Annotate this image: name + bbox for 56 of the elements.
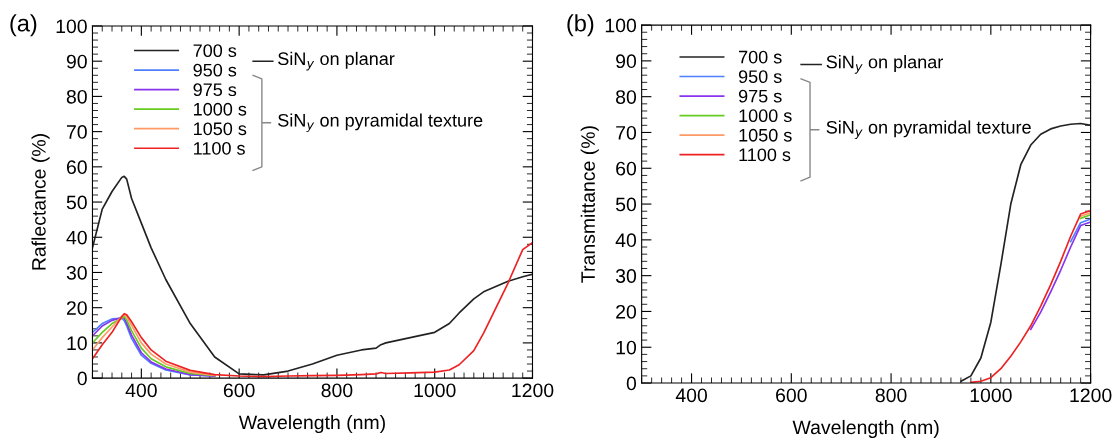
legend-label: 950 s	[738, 70, 782, 84]
legend-label: 975 s	[738, 89, 782, 103]
legend-label: 1050 s	[739, 128, 792, 142]
y-axis-title: Transmittance (%)	[580, 126, 599, 283]
y-tick-label: 10	[616, 340, 637, 355]
x-axis-title: Wavelength (nm)	[238, 414, 385, 434]
legend-label: 700 s	[193, 44, 237, 58]
x-tick-label: 1200	[512, 383, 554, 398]
y-tick-label: 20	[616, 304, 637, 319]
y-tick-label: 80	[616, 90, 637, 104]
y-tick-label: 50	[615, 197, 637, 212]
y-tick-label: 80	[66, 89, 87, 104]
x-tick-label: 600	[223, 383, 255, 398]
y-tick-label: 100	[56, 19, 87, 34]
y-tick-label: 90	[66, 54, 87, 69]
y-axis-title: Raflectance (%)	[31, 134, 50, 270]
y-tick-label: 90	[616, 54, 637, 69]
y-tick-label: 70	[616, 125, 637, 140]
annotation: SiN$_{y}$ on pyramidal texture	[826, 120, 1031, 140]
annotation: SiN$_{y}$ on planar	[826, 55, 943, 74]
y-tick-label: 40	[66, 230, 87, 245]
line-series	[1029, 221, 1091, 331]
y-tick-label: 100	[605, 18, 637, 33]
x-tick-label: 600	[776, 388, 807, 403]
y-tick-label: 10	[67, 336, 87, 351]
legend-label: 975 s	[193, 83, 237, 97]
legend-label: 1000 s	[739, 109, 792, 123]
y-tick-label: 20	[66, 301, 87, 315]
x-tick-label: 1000	[414, 383, 456, 398]
annotation: SiN$_{y}$ on planar	[278, 51, 395, 71]
legend-label: 950 s	[193, 63, 237, 77]
y-tick-label: 60	[616, 161, 637, 176]
text: (b)	[567, 14, 594, 37]
y-tick-label: 0	[77, 371, 87, 386]
y-tick-label: 40	[615, 233, 637, 248]
legend-label: 1100 s	[194, 141, 245, 155]
legend-label: 1100 s	[739, 148, 791, 162]
y-tick-label: 50	[66, 195, 87, 210]
y-tick-label: 60	[66, 160, 87, 175]
legend-label: 700 s	[739, 50, 782, 64]
annotation: SiN$_{y}$ on pyramidal texture	[278, 113, 483, 133]
x-tick-label: 400	[675, 388, 708, 403]
legend-label: 1000 s	[194, 102, 247, 116]
line-series	[970, 209, 1091, 384]
y-tick-label: 30	[66, 265, 87, 280]
y-tick-label: 70	[66, 125, 87, 139]
x-tick-label: 1000	[970, 388, 1012, 403]
x-tick-label: 800	[321, 383, 353, 398]
x-tick-label: 400	[125, 383, 157, 398]
x-axis-title: Wavelength (nm)	[792, 419, 939, 439]
y-tick-label: 0	[626, 376, 637, 391]
text: (a)	[10, 14, 37, 37]
y-tick-label: 30	[615, 269, 637, 283]
x-tick-label: 800	[875, 388, 907, 403]
legend-label: 1050 s	[194, 122, 247, 136]
x-tick-label: 1200	[1070, 388, 1112, 403]
